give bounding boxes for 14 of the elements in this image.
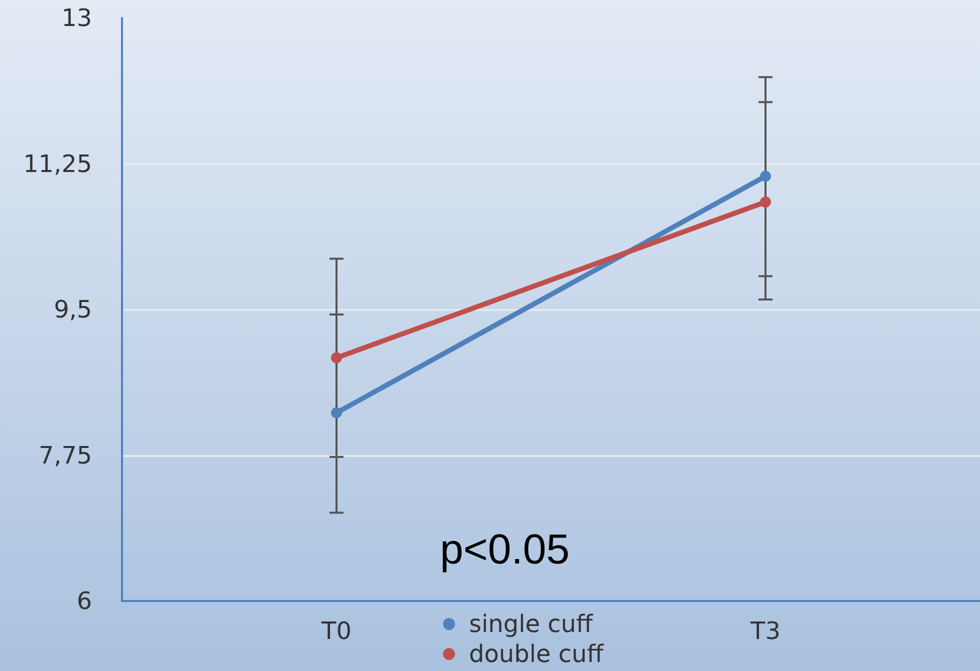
y-tick-label: 6 bbox=[76, 587, 92, 615]
point bbox=[331, 407, 342, 418]
y-tick-label: 7,75 bbox=[38, 441, 92, 470]
annotation: p<0.05 bbox=[440, 526, 570, 572]
x-tick-label: T0 bbox=[320, 617, 352, 645]
legend-label: single cuff bbox=[469, 610, 594, 638]
point bbox=[760, 170, 771, 182]
y-tick-label: 11,25 bbox=[23, 150, 92, 178]
point bbox=[760, 196, 771, 208]
point bbox=[331, 352, 342, 364]
legend-label: double cuff bbox=[469, 640, 604, 668]
x-tick-label: T3 bbox=[750, 617, 780, 645]
y-tick-label: 13 bbox=[61, 4, 92, 32]
y-tick-label: 9,5 bbox=[54, 296, 92, 324]
